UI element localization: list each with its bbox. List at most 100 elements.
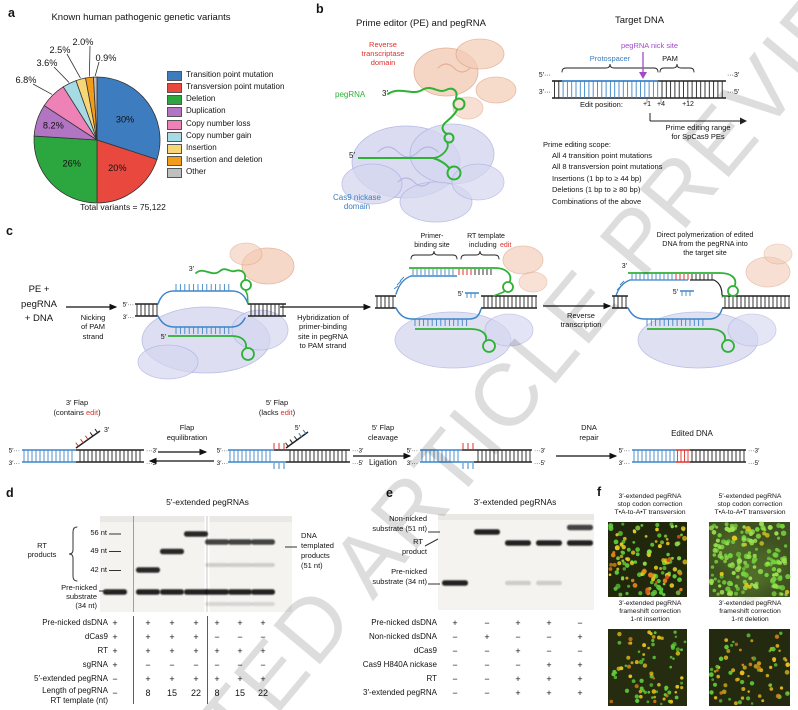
- path: [659, 63, 695, 73]
- table-cell: +: [577, 674, 583, 684]
- editing-range-line1: Prime editing range: [665, 123, 731, 132]
- cell-dot: [732, 640, 735, 644]
- flap-tick: [285, 442, 289, 447]
- pie-leader-line: [32, 83, 53, 95]
- table-row-label: Pre-nicked dsDNA: [371, 618, 437, 627]
- path: [231, 335, 247, 349]
- legend-swatch: [167, 156, 182, 167]
- cell-dot: [630, 578, 635, 583]
- gel-shade: [100, 516, 292, 522]
- cell-dot: [683, 640, 687, 644]
- cas9-line: domain: [343, 202, 371, 212]
- cell-dot: [715, 525, 719, 529]
- path: [719, 272, 737, 286]
- cell-dot: [747, 674, 750, 678]
- table-cell: −: [145, 660, 151, 670]
- cell-dot: [680, 681, 684, 685]
- cell-dot: [644, 535, 648, 538]
- strand-end: 5′···: [538, 72, 551, 79]
- panel-a-title: Known human pathogenic genetic variants: [51, 12, 231, 23]
- cell-dot: [664, 575, 670, 580]
- cell-dot: [751, 559, 756, 564]
- cell-dot: [727, 590, 734, 596]
- cell-dot: [609, 562, 614, 567]
- table-cell: −: [112, 674, 118, 684]
- target-dna-title: Target DNA: [614, 15, 665, 26]
- cell-dot: [657, 533, 662, 538]
- marker-42nt: 42 nt: [90, 565, 107, 574]
- svg-text: 5′: [673, 289, 679, 296]
- rt-domain-line: transcriptase: [361, 48, 405, 58]
- cell-dot: [748, 662, 753, 667]
- cell-dot: [712, 682, 718, 687]
- protein-blob: [763, 243, 793, 265]
- cell-dot: [635, 547, 640, 552]
- cell-dot: [774, 531, 779, 536]
- cell-dot: [776, 536, 781, 540]
- cell-dot: [651, 638, 655, 643]
- protein-blob: [137, 344, 199, 380]
- table-row-label: Length of pegRNA: [42, 686, 108, 695]
- table-cell: +: [484, 632, 490, 642]
- cell-dot: [641, 568, 647, 574]
- step1-label: Nicking of PAM strand: [70, 313, 116, 341]
- table-cell: +: [112, 618, 118, 628]
- cell-dot: [768, 649, 772, 653]
- cas9-line: Cas9 nickase: [332, 193, 382, 202]
- cell-dot: [753, 538, 758, 543]
- step2-line: primer-binding: [299, 322, 347, 332]
- cell-dot: [621, 522, 625, 526]
- table-cell: −: [214, 660, 220, 670]
- cell-dot: [622, 536, 627, 541]
- pie-leader-line: [88, 45, 91, 77]
- cell-dot: [643, 690, 647, 695]
- cell-dot: [662, 592, 666, 597]
- cell-dot: [735, 677, 739, 682]
- legend-label: Transversion point mutation: [186, 82, 285, 92]
- ligation-label: Ligation: [368, 458, 398, 467]
- cell-dot: [708, 672, 714, 677]
- protein-blob: [455, 38, 505, 70]
- cell-dot: [657, 544, 662, 549]
- cell-dot: [781, 557, 787, 564]
- cell-dot: [642, 643, 647, 648]
- reagents-label: PE + pegRNA + DNA: [10, 283, 68, 327]
- gel-band: [251, 563, 275, 567]
- pie-slice-label: 3.6%: [37, 58, 58, 68]
- pie-slice-label: 0.9%: [96, 53, 117, 63]
- svg-text: 5′: [295, 425, 301, 432]
- loop: [240, 279, 252, 291]
- pie-leader-line: [53, 66, 70, 83]
- cell-dot: [674, 690, 678, 694]
- cell-dot: [744, 563, 750, 569]
- cell-dot: [662, 578, 668, 583]
- cell-dot: [660, 702, 663, 706]
- cell-dot: [757, 568, 764, 575]
- table-cell: +: [515, 618, 521, 628]
- rt-product-line2: product: [401, 547, 427, 556]
- pegrna-5prime-label: 5′: [349, 151, 355, 160]
- cell-dot: [624, 664, 628, 668]
- cell-dot: [653, 699, 657, 704]
- table-cell: −: [112, 688, 118, 698]
- table-cell: −: [484, 646, 490, 656]
- cell-dot: [773, 552, 779, 558]
- cell-dot: [772, 657, 777, 662]
- cell-dot: [736, 558, 743, 564]
- protein-blob: [229, 242, 263, 266]
- cell-dot: [713, 696, 718, 700]
- cell-dot: [775, 644, 780, 648]
- path: [721, 294, 731, 298]
- cell-dot: [627, 641, 631, 645]
- cell-dot: [642, 561, 647, 566]
- cell-dot: [624, 688, 630, 693]
- cell-dot: [725, 586, 731, 592]
- table-cell: +: [260, 674, 266, 684]
- nick-site-label: pegRNA nick site: [620, 41, 679, 50]
- cell-dot: [628, 637, 633, 642]
- cell-dot: [609, 699, 614, 704]
- svg-text: 5′···: [407, 448, 418, 455]
- cell-dot: [653, 565, 659, 570]
- table-cell: +: [214, 646, 220, 656]
- cell-dot: [658, 590, 664, 595]
